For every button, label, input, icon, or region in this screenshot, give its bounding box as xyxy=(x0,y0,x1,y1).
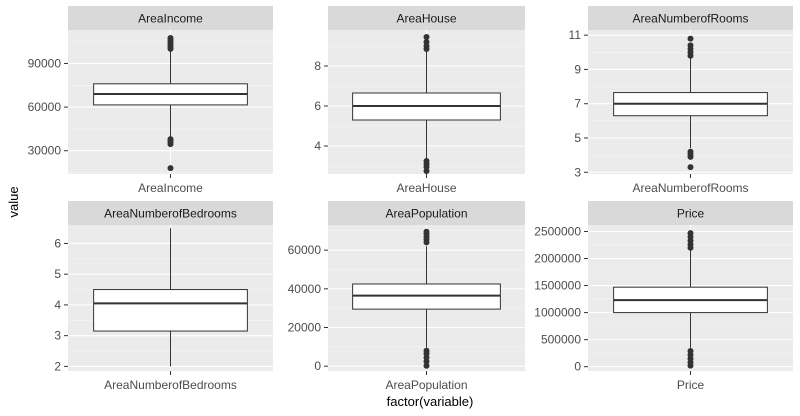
y-tick-label: 0 xyxy=(574,360,581,374)
facet-strip-label: AreaHouse xyxy=(396,12,456,26)
facet-strip-label: AreaPopulation xyxy=(385,207,467,221)
outlier-point xyxy=(687,230,694,237)
x-tick-label: AreaNumberofBedrooms xyxy=(104,378,237,392)
y-tick-label: 4 xyxy=(314,139,321,153)
y-tick-label: 1500000 xyxy=(534,279,581,293)
y-tick-label: 3 xyxy=(54,329,61,343)
facet-strip-label: AreaIncome xyxy=(138,12,203,26)
y-tick-label: 1000000 xyxy=(534,306,581,320)
y-tick-label: 5 xyxy=(54,267,61,281)
y-tick-label: 6 xyxy=(54,236,61,250)
y-tick-label: 7 xyxy=(574,97,581,111)
iqr-box xyxy=(93,289,248,332)
y-tick-label: 2 xyxy=(54,359,61,373)
facet-strip xyxy=(588,6,793,30)
outlier-point xyxy=(423,158,430,164)
x-tick-label: Price xyxy=(677,378,705,392)
y-axis-title: value xyxy=(6,186,21,217)
y-tick-label: 60000 xyxy=(28,100,62,114)
facet-panel: AreaNumberofBedrooms 2 3 4 5 6 AreaNumberofBed… xyxy=(54,201,273,392)
facet-strip-label: Price xyxy=(677,207,705,221)
outlier-point xyxy=(423,39,430,45)
outlier-point xyxy=(423,362,430,369)
y-tick-label: 3 xyxy=(574,165,581,179)
outlier-point xyxy=(423,347,430,354)
outlier-point xyxy=(423,228,430,235)
y-tick-label: 11 xyxy=(569,28,582,42)
outlier-point xyxy=(687,164,694,171)
facet-panel: Price 0 500000 1000000 1500000 2000000 2500000… xyxy=(534,201,793,392)
y-tick-label: 2000000 xyxy=(534,252,581,266)
facet-panel: AreaIncome 30000 60000 90000 AreaIncome xyxy=(28,6,273,195)
facet-strip xyxy=(588,201,793,225)
facet-strip-label: AreaNumberofRooms xyxy=(632,12,748,26)
facet-strip xyxy=(328,6,525,30)
outlier-point xyxy=(167,136,174,143)
x-tick-label: AreaNumberofRooms xyxy=(632,181,748,195)
facet-strip-label: AreaNumberofBedrooms xyxy=(104,207,237,221)
facet-strip xyxy=(328,201,525,225)
y-tick-label: 5 xyxy=(574,131,581,145)
outlier-point xyxy=(687,35,694,42)
y-tick-label: 40000 xyxy=(288,282,322,296)
facet-panel: AreaHouse 4 6 8 AreaHouse xyxy=(314,6,525,195)
outlier-point xyxy=(167,35,174,41)
x-tick-label: AreaIncome xyxy=(138,181,203,195)
y-tick-label: 500000 xyxy=(541,333,581,347)
outlier-point xyxy=(687,347,694,354)
y-tick-label: 0 xyxy=(314,359,321,373)
outlier-point xyxy=(167,165,174,172)
outlier-point xyxy=(687,42,694,49)
x-axis-title: factor(variable) xyxy=(387,394,474,409)
outlier-point xyxy=(423,34,430,40)
y-tick-label: 4 xyxy=(54,298,61,312)
facet-panel: AreaPopulation 0 20000 40000 60000 AreaPopula… xyxy=(288,201,525,392)
y-tick-label: 6 xyxy=(314,99,321,113)
x-tick-label: AreaPopulation xyxy=(385,378,467,392)
y-tick-label: 30000 xyxy=(28,144,62,158)
y-tick-label: 9 xyxy=(574,62,581,76)
facet-strip xyxy=(68,6,273,30)
y-tick-label: 2500000 xyxy=(534,224,581,238)
facet-strip xyxy=(68,201,273,225)
outlier-point xyxy=(687,148,694,155)
y-tick-label: 60000 xyxy=(288,243,322,257)
y-tick-label: 20000 xyxy=(288,320,322,334)
y-tick-label: 8 xyxy=(314,59,321,73)
facet-panel: AreaNumberofRooms 3 5 7 9 11 AreaNumberofRooms xyxy=(569,6,793,195)
y-tick-label: 90000 xyxy=(28,56,62,70)
x-tick-label: AreaHouse xyxy=(396,181,456,195)
